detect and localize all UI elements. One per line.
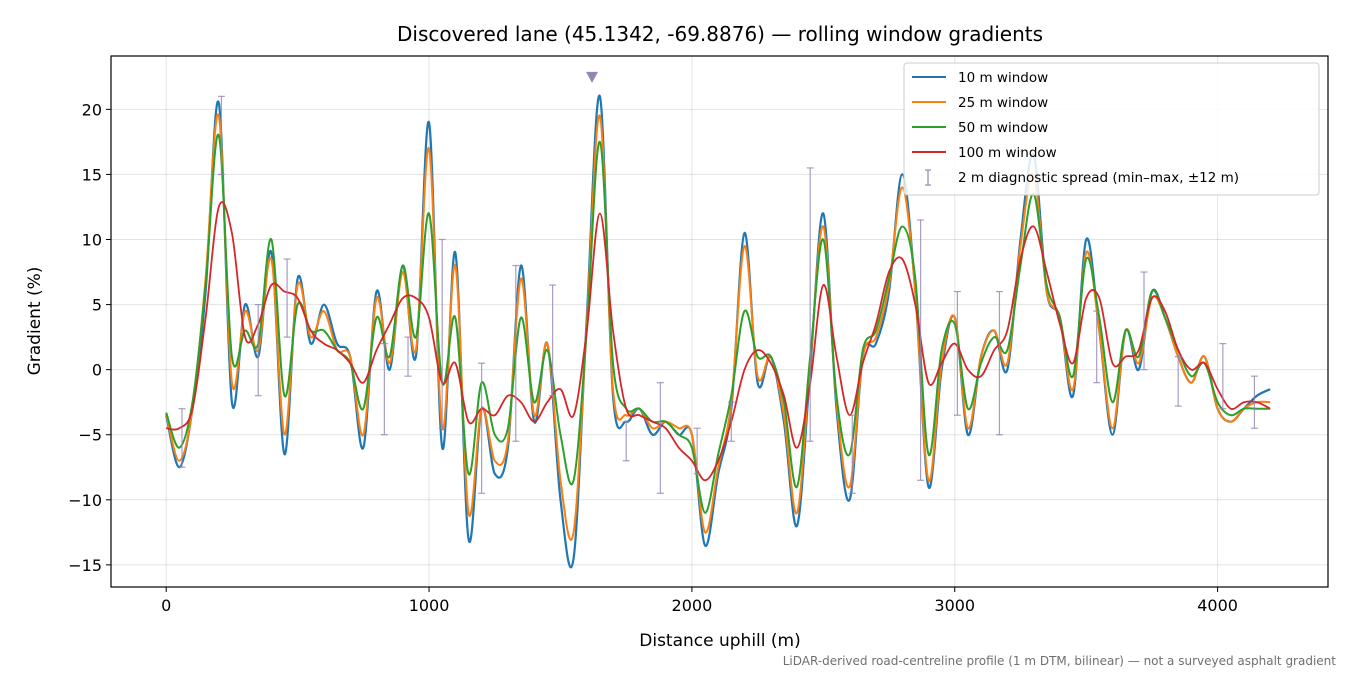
errorbar	[380, 343, 388, 436]
chart-title: Discovered lane (45.1342, -69.8876) — ro…	[397, 22, 1043, 46]
x-axis-label: Distance uphill (m)	[639, 631, 800, 651]
errorbar	[217, 95, 225, 176]
errorbar	[404, 336, 412, 377]
errorbar	[848, 414, 856, 494]
errorbar	[622, 421, 630, 462]
series-line-100m	[166, 201, 1271, 482]
peak-marker-triangle	[586, 71, 599, 83]
y-tick-label: 5	[92, 296, 102, 315]
errorbar	[1093, 310, 1101, 384]
errorbar	[953, 290, 961, 416]
errorbar	[1140, 271, 1148, 371]
y-tick-label: 10	[82, 231, 102, 250]
errorbar	[178, 408, 186, 468]
legend-label-10m: 10 m window	[958, 70, 1048, 86]
footnote: LiDAR-derived road-centreline profile (1…	[783, 654, 1337, 668]
y-tick-label: 15	[82, 165, 102, 184]
series-lines	[165, 94, 1271, 569]
errorbar	[1219, 343, 1227, 410]
legend: 10 m window 25 m window 50 m window 100 …	[903, 62, 1320, 196]
x-tick-label: 1000	[409, 596, 450, 615]
axis-ticks: 0 1000 2000 3000 4000 −15 −10 −5 0 5 10 15 20	[68, 100, 1238, 615]
plot-frame	[110, 55, 1329, 588]
diagnostic-errorbars	[178, 95, 1258, 494]
errorbar	[512, 264, 520, 442]
errorbar	[995, 290, 1003, 436]
errorbar	[693, 427, 701, 475]
legend-label-25m: 25 m window	[958, 95, 1048, 111]
errorbar	[727, 401, 735, 442]
peak-markers	[586, 71, 599, 83]
legend-box	[903, 62, 1320, 196]
y-tick-label: 20	[82, 100, 102, 119]
errorbar	[917, 219, 925, 481]
errorbar	[656, 382, 664, 494]
legend-label-100m: 100 m window	[958, 145, 1057, 161]
x-tick-label: 4000	[1197, 596, 1238, 615]
errorbar	[283, 258, 291, 338]
errorbar	[806, 167, 814, 442]
legend-label-50m: 50 m window	[958, 120, 1048, 136]
errorbar	[478, 362, 486, 494]
y-tick-label: −10	[68, 491, 102, 510]
legend-label-errorbar: 2 m diagnostic spread (min–max, ±12 m)	[958, 170, 1239, 186]
y-tick-label: −15	[68, 556, 102, 575]
errorbar	[438, 238, 446, 429]
y-tick-label: −5	[78, 426, 102, 445]
legend-swatch-errorbar	[925, 169, 931, 186]
grid	[111, 56, 1328, 587]
x-tick-label: 2000	[672, 596, 713, 615]
y-tick-label: 0	[92, 361, 102, 380]
errorbar	[1250, 375, 1258, 429]
errorbar	[254, 303, 262, 397]
y-axis-label: Gradient (%)	[25, 267, 45, 376]
x-tick-label: 0	[161, 596, 171, 615]
x-tick-label: 3000	[934, 596, 975, 615]
errorbar	[549, 284, 557, 397]
errorbar	[1174, 356, 1182, 407]
